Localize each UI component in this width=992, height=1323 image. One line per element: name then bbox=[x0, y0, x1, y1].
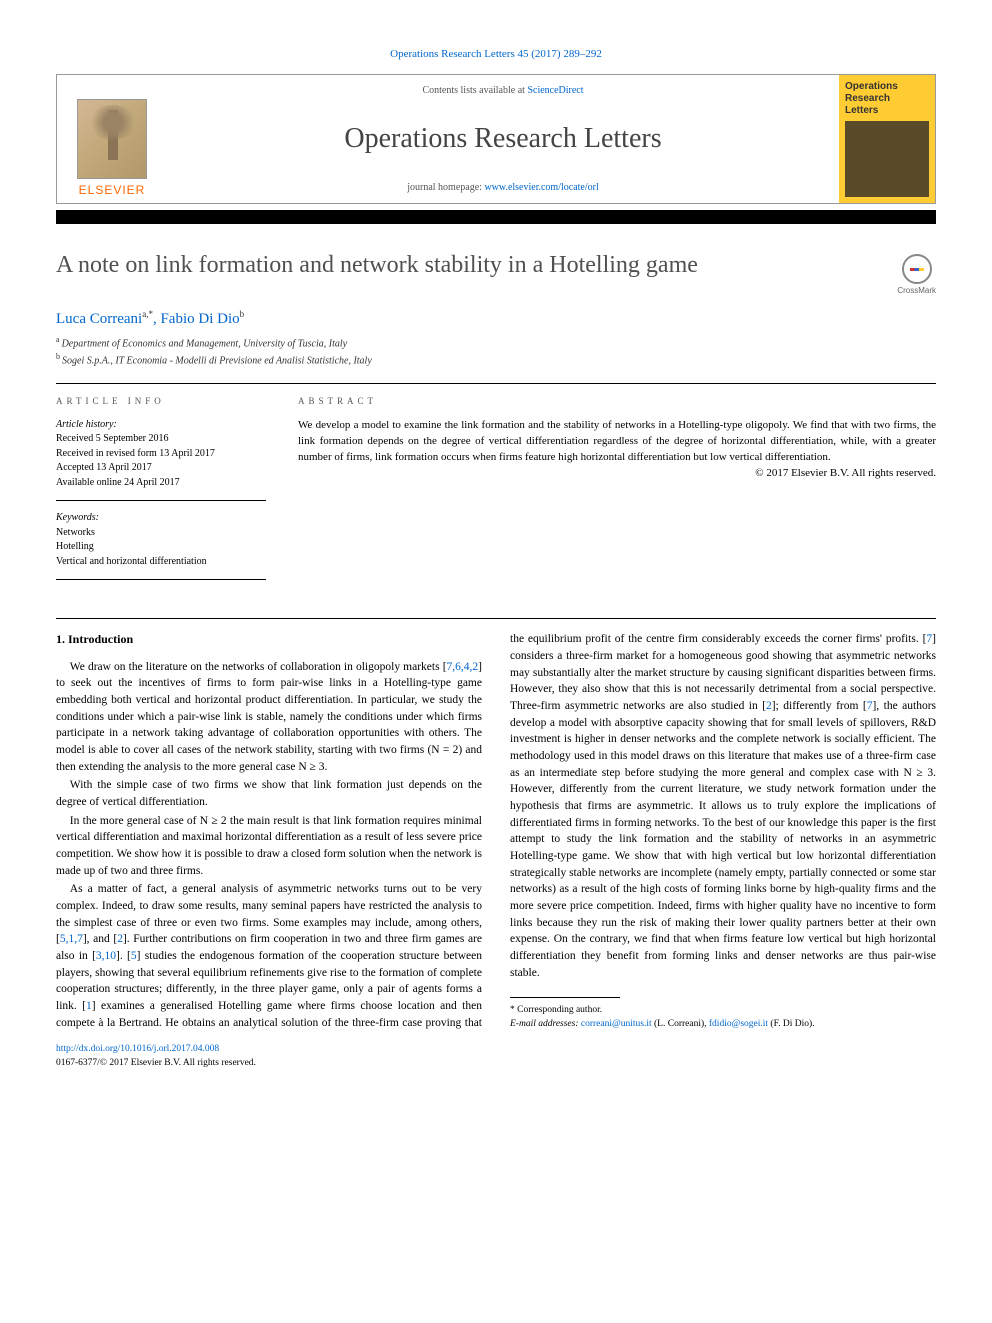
affiliation-b: bSogei S.p.A., IT Economia - Modelli di … bbox=[56, 351, 936, 368]
crossmark-badge[interactable]: CrossMark bbox=[897, 254, 936, 295]
history-accepted: Accepted 13 April 2017 bbox=[56, 461, 266, 476]
p1-text-a: We draw on the literature on the network… bbox=[70, 661, 447, 673]
divider-bottom bbox=[56, 618, 936, 619]
footnote-divider bbox=[510, 997, 620, 998]
history-online: Available online 24 April 2017 bbox=[56, 476, 266, 491]
affiliation-a: aDepartment of Economics and Management,… bbox=[56, 334, 936, 351]
email-line: E-mail addresses: correani@unitus.it (L.… bbox=[510, 1018, 936, 1031]
ref-link-1[interactable]: 7,6,4,2 bbox=[447, 661, 479, 673]
homepage-prefix: journal homepage: bbox=[407, 182, 484, 193]
crossmark-label: CrossMark bbox=[897, 286, 936, 295]
citation-header: Operations Research Letters 45 (2017) 28… bbox=[56, 48, 936, 60]
cover-title: Operations Research Letters bbox=[845, 81, 929, 117]
email-1-who: (L. Correani), bbox=[652, 1019, 709, 1029]
keyword-3: Vertical and horizontal differentiation bbox=[56, 555, 266, 570]
section-1-heading: 1. Introduction bbox=[56, 631, 482, 648]
email-label: E-mail addresses: bbox=[510, 1019, 581, 1029]
info-abstract-row: ARTICLE INFO Article history: Received 5… bbox=[56, 396, 936, 591]
p5-text-d: ], the authors develop a model with abso… bbox=[510, 700, 936, 979]
journal-cover: Operations Research Letters bbox=[839, 75, 935, 203]
body-columns: 1. Introduction We draw on the literatur… bbox=[56, 631, 936, 1031]
author-list: Luca Correania,*, Fabio Di Diob bbox=[56, 309, 936, 328]
history-revised: Received in revised form 13 April 2017 bbox=[56, 447, 266, 462]
affiliation-b-text: Sogei S.p.A., IT Economia - Modelli di P… bbox=[62, 356, 372, 367]
contents-list-line: Contents lists available at ScienceDirec… bbox=[179, 85, 827, 96]
doi-link[interactable]: http://dx.doi.org/10.1016/j.orl.2017.04.… bbox=[56, 1044, 219, 1054]
divider-top bbox=[56, 383, 936, 384]
para-3: In the more general case of N ≥ 2 the ma… bbox=[56, 813, 482, 880]
publisher-logo-block: ELSEVIER bbox=[57, 75, 167, 203]
affiliation-a-text: Department of Economics and Management, … bbox=[62, 338, 348, 349]
abstract-copyright: © 2017 Elsevier B.V. All rights reserved… bbox=[298, 467, 936, 479]
banner-center: Contents lists available at ScienceDirec… bbox=[167, 75, 839, 203]
para-1: We draw on the literature on the network… bbox=[56, 659, 482, 776]
page: Operations Research Letters 45 (2017) 28… bbox=[0, 0, 992, 1110]
p5-text-c: ]; differently from [ bbox=[772, 700, 867, 712]
article-info-label: ARTICLE INFO bbox=[56, 396, 266, 406]
author-1[interactable]: Luca Correani bbox=[56, 311, 142, 327]
crossmark-icon bbox=[902, 254, 932, 284]
journal-banner: ELSEVIER Contents lists available at Sci… bbox=[56, 74, 936, 204]
elsevier-tree-icon bbox=[77, 99, 147, 179]
homepage-link[interactable]: www.elsevier.com/locate/orl bbox=[484, 182, 598, 193]
keyword-1: Networks bbox=[56, 526, 266, 541]
article-title: A note on link formation and network sta… bbox=[56, 252, 698, 279]
p4-text-f: ] bbox=[92, 1000, 101, 1012]
contents-prefix: Contents lists available at bbox=[422, 85, 527, 96]
affiliations: aDepartment of Economics and Management,… bbox=[56, 334, 936, 369]
article-info-column: ARTICLE INFO Article history: Received 5… bbox=[56, 396, 266, 591]
abstract-label: ABSTRACT bbox=[298, 396, 936, 406]
abstract-column: ABSTRACT We develop a model to examine t… bbox=[298, 396, 936, 591]
ref-link-4[interactable]: 3,10 bbox=[96, 950, 116, 962]
keyword-2: Hotelling bbox=[56, 540, 266, 555]
author-2[interactable]: Fabio Di Dio bbox=[160, 311, 239, 327]
corr-line: * Corresponding author. bbox=[510, 1004, 936, 1017]
email-2-who: (F. Di Dio). bbox=[768, 1019, 814, 1029]
cover-title-1: Operations bbox=[845, 81, 929, 93]
email-link-1[interactable]: correani@unitus.it bbox=[581, 1019, 652, 1029]
para-2: With the simple case of two firms we sho… bbox=[56, 777, 482, 810]
homepage-line: journal homepage: www.elsevier.com/locat… bbox=[179, 182, 827, 193]
p4-text-b: ], and [ bbox=[83, 933, 117, 945]
footer-links: http://dx.doi.org/10.1016/j.orl.2017.04.… bbox=[56, 1043, 936, 1070]
history-heading: Article history: bbox=[56, 418, 266, 433]
banner-underline bbox=[56, 210, 936, 224]
p4-text-d: ]. [ bbox=[116, 950, 131, 962]
publisher-name: ELSEVIER bbox=[79, 183, 146, 197]
cover-title-3: Letters bbox=[845, 105, 929, 117]
abstract-text: We develop a model to examine the link f… bbox=[298, 418, 936, 466]
author-2-affil: b bbox=[240, 309, 245, 319]
p1-text-b: ] to seek out the incentives of firms to… bbox=[56, 661, 482, 773]
cover-art bbox=[845, 121, 929, 197]
issn-copyright: 0167-6377/© 2017 Elsevier B.V. All right… bbox=[56, 1057, 936, 1070]
cover-title-2: Research bbox=[845, 93, 929, 105]
journal-name: Operations Research Letters bbox=[179, 123, 827, 155]
history-received: Received 5 September 2016 bbox=[56, 432, 266, 447]
keywords-heading: Keywords: bbox=[56, 511, 266, 526]
corr-label: Corresponding author. bbox=[515, 1005, 602, 1015]
article-history-block: Article history: Received 5 September 20… bbox=[56, 418, 266, 502]
keywords-block: Keywords: Networks Hotelling Vertical an… bbox=[56, 511, 266, 580]
ref-link-2[interactable]: 5,1,7 bbox=[60, 933, 83, 945]
sciencedirect-link[interactable]: ScienceDirect bbox=[527, 85, 583, 96]
corresponding-author-note: * Corresponding author. E-mail addresses… bbox=[510, 1004, 936, 1031]
email-link-2[interactable]: fdidio@sogei.it bbox=[709, 1019, 768, 1029]
title-row: A note on link formation and network sta… bbox=[56, 252, 936, 295]
